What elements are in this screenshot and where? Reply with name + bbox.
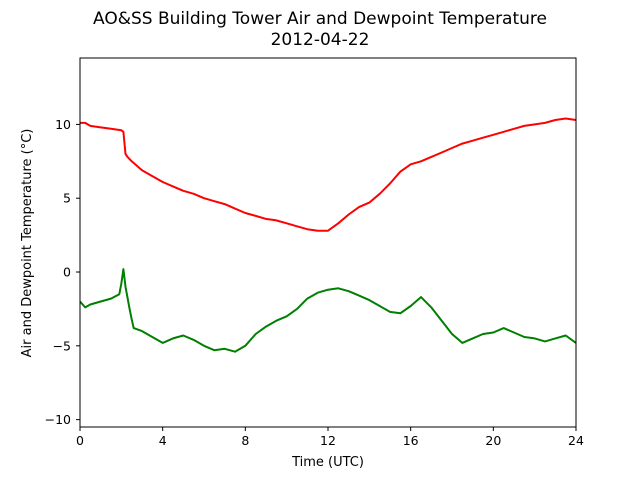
x-tick-label: 12 [320,433,336,448]
x-tick-label: 24 [568,433,584,448]
x-tick-label: 20 [485,433,501,448]
y-tick-label: 0 [63,265,71,280]
x-tick-label: 16 [403,433,419,448]
chart-title: AO&SS Building Tower Air and Dewpoint Te… [93,9,547,29]
series-layer [79,117,577,353]
y-tick-label: 5 [63,191,71,206]
plot-frame [79,57,577,428]
series-line-1 [80,117,577,232]
ticks-layer: 0 4 8 12 16 20 24 −10 −5 0 5 10 [45,117,584,448]
y-tick-label: 10 [55,117,71,132]
y-axis-label: Air and Dewpoint Temperature (°C) [20,129,35,358]
y-tick-label: −5 [53,338,71,353]
x-tick-label: 0 [76,433,84,448]
x-tick-label: 4 [159,433,167,448]
chart-subtitle: 2012-04-22 [271,30,370,50]
x-axis-label: Time (UTC) [291,455,364,470]
y-tick-label: −10 [45,412,71,427]
x-tick-label: 8 [241,433,249,448]
series-line-2 [79,268,577,353]
